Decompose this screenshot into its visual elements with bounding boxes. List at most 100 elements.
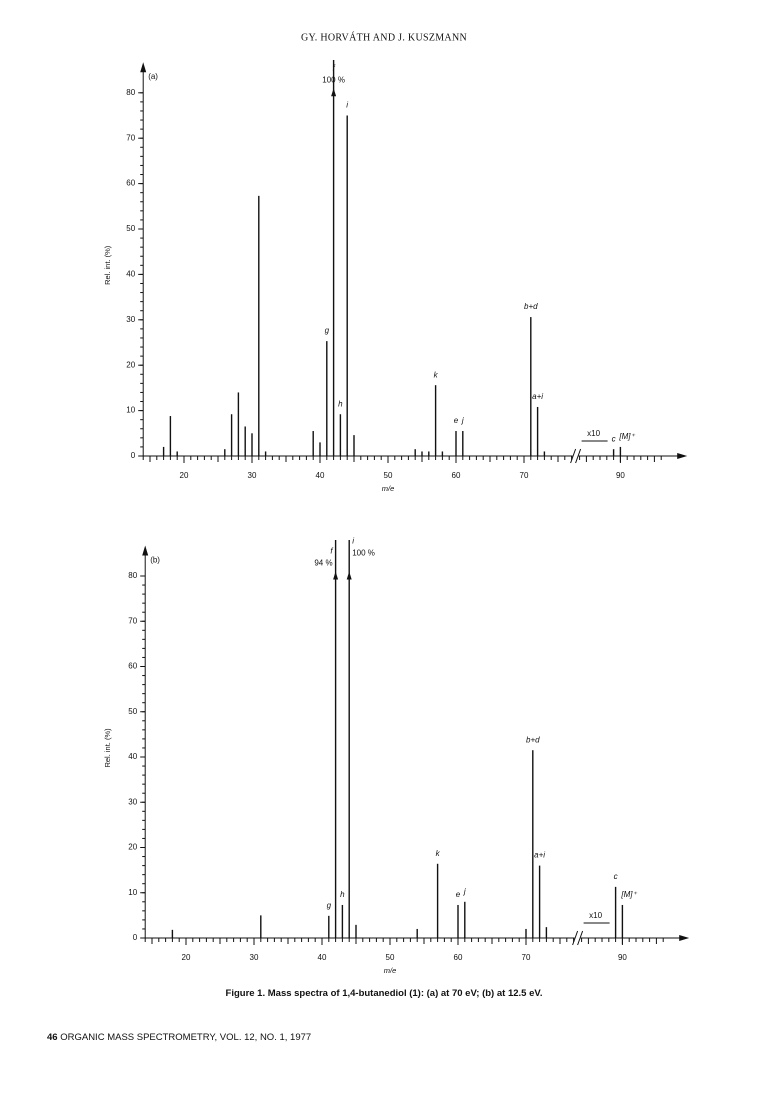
break-label: x10: [589, 911, 602, 920]
y-tick-label: 50: [128, 707, 137, 716]
peak: [462, 431, 464, 456]
y-tick-label: 40: [128, 752, 137, 761]
y-tick-label: 70: [126, 133, 135, 142]
y-tick-label: 20: [126, 360, 135, 369]
peak: [348, 540, 350, 938]
x-tick-label: 50: [384, 471, 393, 480]
peak-arrow: [346, 571, 352, 580]
y-tick-label: 60: [128, 662, 137, 671]
axis-break: [572, 930, 579, 946]
peak: [545, 927, 548, 938]
peak-label: g: [325, 326, 330, 335]
peak-label: a+i: [534, 851, 545, 860]
peak: [328, 915, 330, 938]
peak: [260, 915, 262, 938]
peak-label: e: [454, 416, 459, 425]
y-axis-arrow: [140, 62, 147, 73]
peak-label: [M]⁺: [618, 432, 635, 441]
peak: [251, 433, 253, 456]
peak-arrow: [331, 88, 337, 97]
x-tick-label: 30: [248, 471, 257, 480]
x-axis-label: m/e: [382, 484, 395, 493]
peak-label: i: [352, 537, 354, 546]
x-axis-arrow: [677, 453, 688, 459]
peak: [464, 901, 466, 938]
panel-label: (b): [150, 555, 160, 564]
panel-label: (a): [148, 72, 158, 81]
peak: [334, 540, 337, 938]
peak-label: k: [436, 849, 441, 858]
peak-label: e: [456, 890, 461, 899]
peak: [162, 446, 165, 456]
peak-label: b+d: [526, 735, 540, 744]
y-tick-label: 0: [133, 933, 138, 942]
footer: 46 ORGANIC MASS SPECTROMETRY, VOL. 12, N…: [47, 1032, 311, 1043]
peak: [169, 416, 172, 456]
y-tick-label: 80: [126, 88, 135, 97]
peak-arrow: [333, 571, 339, 580]
peak-label: b+d: [524, 302, 538, 311]
y-tick-label: 30: [126, 315, 135, 324]
x-tick-label: 50: [386, 953, 395, 962]
peak-label: j: [461, 416, 464, 425]
peak-label: f: [332, 63, 335, 72]
y-tick-label: 80: [128, 571, 137, 580]
caption-label: Figure 1.: [226, 988, 266, 999]
peak: [264, 451, 267, 456]
peak: [230, 414, 233, 456]
value-label: 94 %: [314, 559, 332, 568]
x-tick-label: 70: [522, 953, 531, 962]
peak: [621, 904, 624, 938]
peak: [441, 451, 444, 456]
page-number: 46: [47, 1032, 58, 1043]
peak-label: i: [346, 101, 348, 110]
peak: [237, 392, 240, 456]
x-tick-label: 60: [454, 953, 463, 962]
peak-label: h: [338, 399, 343, 408]
y-tick-label: 30: [128, 797, 137, 806]
peak: [414, 449, 416, 456]
peak: [421, 451, 423, 456]
y-axis-arrow: [142, 545, 149, 556]
peak-label: h: [340, 890, 345, 899]
caption: Figure 1. Mass spectra of 1,4-butanediol…: [226, 988, 543, 999]
peak: [312, 431, 314, 456]
y-tick-label: 70: [128, 616, 137, 625]
peak: [171, 929, 174, 938]
peak-label: c: [612, 434, 616, 443]
peak-label: j: [463, 887, 466, 896]
x-tick-label: 40: [316, 471, 325, 480]
peak: [434, 385, 437, 456]
peak: [341, 904, 344, 938]
peak: [614, 886, 617, 938]
peak-label: a+i: [532, 392, 543, 401]
peak: [355, 924, 357, 938]
peak: [353, 435, 355, 456]
y-tick-label: 20: [128, 843, 137, 852]
peak: [339, 414, 342, 456]
peak: [332, 60, 335, 456]
x-tick-label: 20: [180, 471, 189, 480]
peak: [319, 442, 321, 456]
peaks: [162, 60, 622, 456]
peak-label: c: [614, 872, 618, 881]
peak: [436, 863, 439, 938]
peak: [258, 195, 260, 456]
peak-label: f: [330, 547, 333, 556]
peak-label: [M]⁺: [620, 890, 637, 899]
value-label: 100 %: [322, 75, 345, 84]
y-axis-label: Rel. int. (%): [103, 245, 112, 285]
x-axis-label: m/e: [384, 966, 397, 975]
y-tick-label: 10: [128, 888, 137, 897]
axis-break: [577, 930, 584, 946]
x-tick-label: 40: [318, 953, 327, 962]
peak: [530, 317, 532, 456]
peak: [532, 750, 534, 938]
journal: ORGANIC MASS SPECTROMETRY, VOL. 12, NO. …: [60, 1032, 311, 1043]
peak: [538, 865, 541, 938]
value-label: 100 %: [352, 549, 375, 558]
x-tick-label: 20: [182, 953, 191, 962]
running-head: GY. HORVÁTH AND J. KUSZMANN: [301, 31, 467, 43]
x-tick-label: 90: [618, 953, 627, 962]
